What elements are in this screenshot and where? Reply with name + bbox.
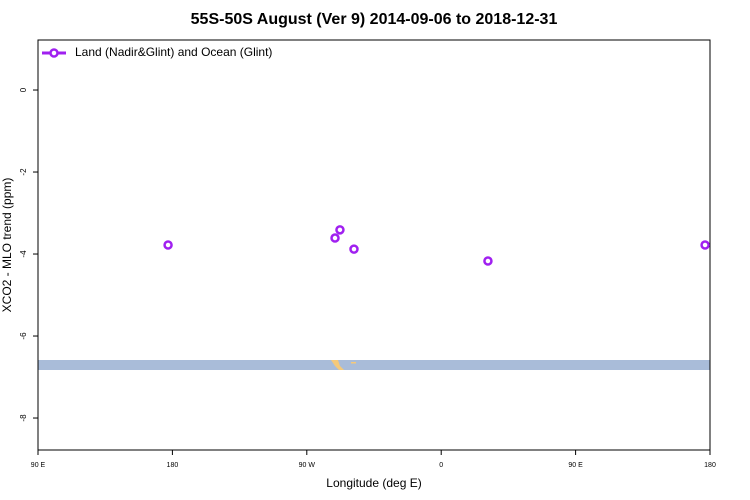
legend-label: Land (Nadir&Glint) and Ocean (Glint) [75, 45, 272, 59]
plot-frame [37, 39, 711, 451]
data-point [483, 256, 493, 266]
y-tick-label: 0 [19, 87, 28, 92]
land-patch [351, 362, 356, 364]
x-tick-label: 90 W [299, 462, 316, 469]
land-patch [331, 360, 344, 370]
y-tick-label: -6 [19, 332, 28, 340]
legend-marker [49, 48, 59, 58]
data-point [349, 244, 359, 254]
chart-title: 55S-50S August (Ver 9) 2014-09-06 to 201… [191, 11, 558, 28]
y-tick-label: -8 [19, 414, 28, 422]
map-strip [38, 360, 710, 370]
data-point [335, 225, 345, 235]
x-tick-label: 180 [704, 462, 716, 469]
data-point [330, 233, 340, 243]
y-tick-label: -4 [19, 250, 28, 258]
y-tick-label: -2 [19, 168, 28, 176]
data-point [163, 240, 173, 250]
x-tick-label: 180 [167, 462, 179, 469]
y-axis-label: XCO2 - MLO trend (ppm) [0, 178, 14, 313]
data-point [700, 240, 710, 250]
x-tick-label: 0 [439, 462, 443, 469]
x-tick-label: 90 E [31, 462, 46, 469]
x-axis-label: Longitude (deg E) [326, 476, 421, 490]
x-tick-label: 90 E [568, 462, 583, 469]
